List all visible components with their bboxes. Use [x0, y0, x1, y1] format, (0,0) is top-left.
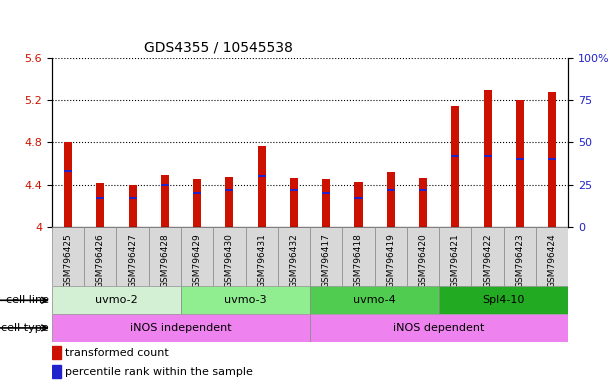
- Bar: [97, 183, 104, 227]
- Bar: [52, 346, 61, 359]
- Text: cell type: cell type: [1, 323, 49, 333]
- Text: GSM796423: GSM796423: [515, 233, 524, 288]
- Bar: [439, 286, 568, 314]
- Bar: [128, 197, 137, 199]
- Bar: [290, 189, 298, 191]
- Text: percentile rank within the sample: percentile rank within the sample: [65, 367, 253, 377]
- Bar: [128, 185, 137, 227]
- Text: GSM796422: GSM796422: [483, 233, 492, 288]
- Bar: [483, 90, 492, 227]
- Bar: [278, 227, 310, 286]
- Bar: [290, 178, 298, 227]
- Bar: [452, 106, 459, 227]
- Text: uvmo-2: uvmo-2: [95, 295, 138, 305]
- Bar: [213, 227, 246, 286]
- Text: GSM796421: GSM796421: [451, 233, 460, 288]
- Bar: [161, 184, 169, 185]
- Bar: [84, 227, 117, 286]
- Text: GSM796425: GSM796425: [64, 233, 73, 288]
- Bar: [181, 227, 213, 286]
- Text: GSM796429: GSM796429: [192, 233, 202, 288]
- Text: GSM796419: GSM796419: [386, 233, 395, 288]
- Text: GSM796418: GSM796418: [354, 233, 363, 288]
- Bar: [193, 192, 201, 194]
- Bar: [419, 189, 427, 191]
- Bar: [64, 170, 72, 172]
- Text: GSM796432: GSM796432: [290, 233, 298, 288]
- Text: GSM796424: GSM796424: [547, 233, 557, 288]
- Bar: [117, 227, 148, 286]
- Bar: [310, 286, 439, 314]
- Text: iNOS dependent: iNOS dependent: [393, 323, 485, 333]
- Bar: [52, 227, 84, 286]
- Bar: [161, 175, 169, 227]
- Bar: [387, 172, 395, 227]
- Text: GSM796420: GSM796420: [419, 233, 428, 288]
- Bar: [322, 179, 331, 227]
- Text: transformed count: transformed count: [65, 348, 169, 358]
- Bar: [516, 100, 524, 227]
- Bar: [472, 227, 503, 286]
- Bar: [354, 197, 362, 199]
- Bar: [439, 227, 472, 286]
- Bar: [407, 227, 439, 286]
- Bar: [483, 155, 492, 157]
- Text: Spl4-10: Spl4-10: [483, 295, 525, 305]
- Bar: [148, 227, 181, 286]
- Bar: [258, 146, 266, 227]
- Text: GSM796427: GSM796427: [128, 233, 137, 288]
- Bar: [375, 227, 407, 286]
- Bar: [503, 227, 536, 286]
- Text: GDS4355 / 10545538: GDS4355 / 10545538: [144, 40, 293, 54]
- Bar: [52, 286, 181, 314]
- Text: GSM796431: GSM796431: [257, 233, 266, 288]
- Text: GSM796428: GSM796428: [160, 233, 169, 288]
- Bar: [310, 314, 568, 342]
- Bar: [322, 192, 331, 194]
- Bar: [387, 189, 395, 191]
- Bar: [193, 179, 201, 227]
- Text: GSM796426: GSM796426: [96, 233, 105, 288]
- Text: cell line: cell line: [6, 295, 49, 305]
- Bar: [52, 314, 310, 342]
- Bar: [246, 227, 278, 286]
- Text: uvmo-4: uvmo-4: [353, 295, 396, 305]
- Bar: [310, 227, 342, 286]
- Bar: [536, 227, 568, 286]
- Bar: [97, 197, 104, 199]
- Bar: [354, 182, 362, 227]
- Bar: [419, 178, 427, 227]
- Bar: [225, 189, 233, 191]
- Bar: [516, 159, 524, 160]
- Bar: [548, 92, 556, 227]
- Bar: [181, 286, 310, 314]
- Bar: [452, 155, 459, 157]
- Text: GSM796417: GSM796417: [322, 233, 331, 288]
- Text: GSM796430: GSM796430: [225, 233, 234, 288]
- Bar: [64, 142, 72, 227]
- Bar: [342, 227, 375, 286]
- Bar: [225, 177, 233, 227]
- Text: uvmo-3: uvmo-3: [224, 295, 267, 305]
- Text: iNOS independent: iNOS independent: [130, 323, 232, 333]
- Bar: [548, 159, 556, 160]
- Bar: [52, 365, 61, 378]
- Bar: [258, 175, 266, 177]
